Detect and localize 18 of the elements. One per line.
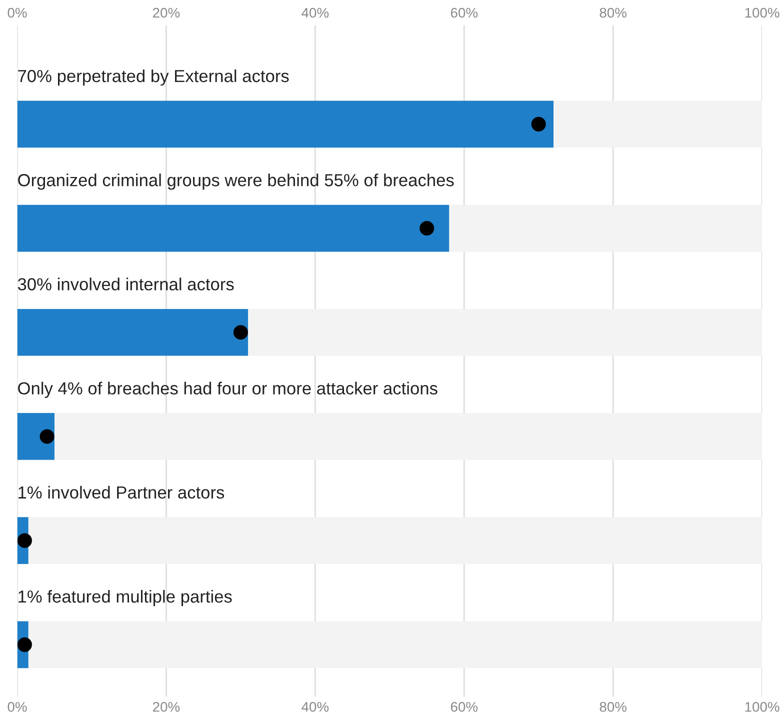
x-tick-label: 20% [153,702,180,712]
y-tick-label: Organized criminal groups were behind 55% of breaches [18,174,454,190]
x2-tick-label: 80% [600,8,626,18]
y-tick-label: Only 4% of breaches had four or more attacker actions [18,382,438,398]
y-tick-label: 1% involved Partner actors [18,486,224,499]
y-tick-label: 70% perpetrated by External actors [18,69,289,86]
x2-tick-label: 0% [8,8,27,18]
x2-tick-label: 20% [153,8,180,18]
x-tick-label: 100% [745,702,780,712]
y-tick-label: 30% involved internal actors [18,278,234,290]
x-tick-label: 0% [8,702,27,712]
x2-tick-label: 60% [450,8,478,18]
x-tick-label: 60% [450,702,478,712]
x2-tick-label: 40% [302,8,329,18]
x-tick-label: 80% [600,702,626,712]
y-tick-label: 1% featured multiple parties [18,590,232,606]
x-tick-label: 40% [302,702,329,712]
x2-tick-label: 100% [745,8,780,18]
